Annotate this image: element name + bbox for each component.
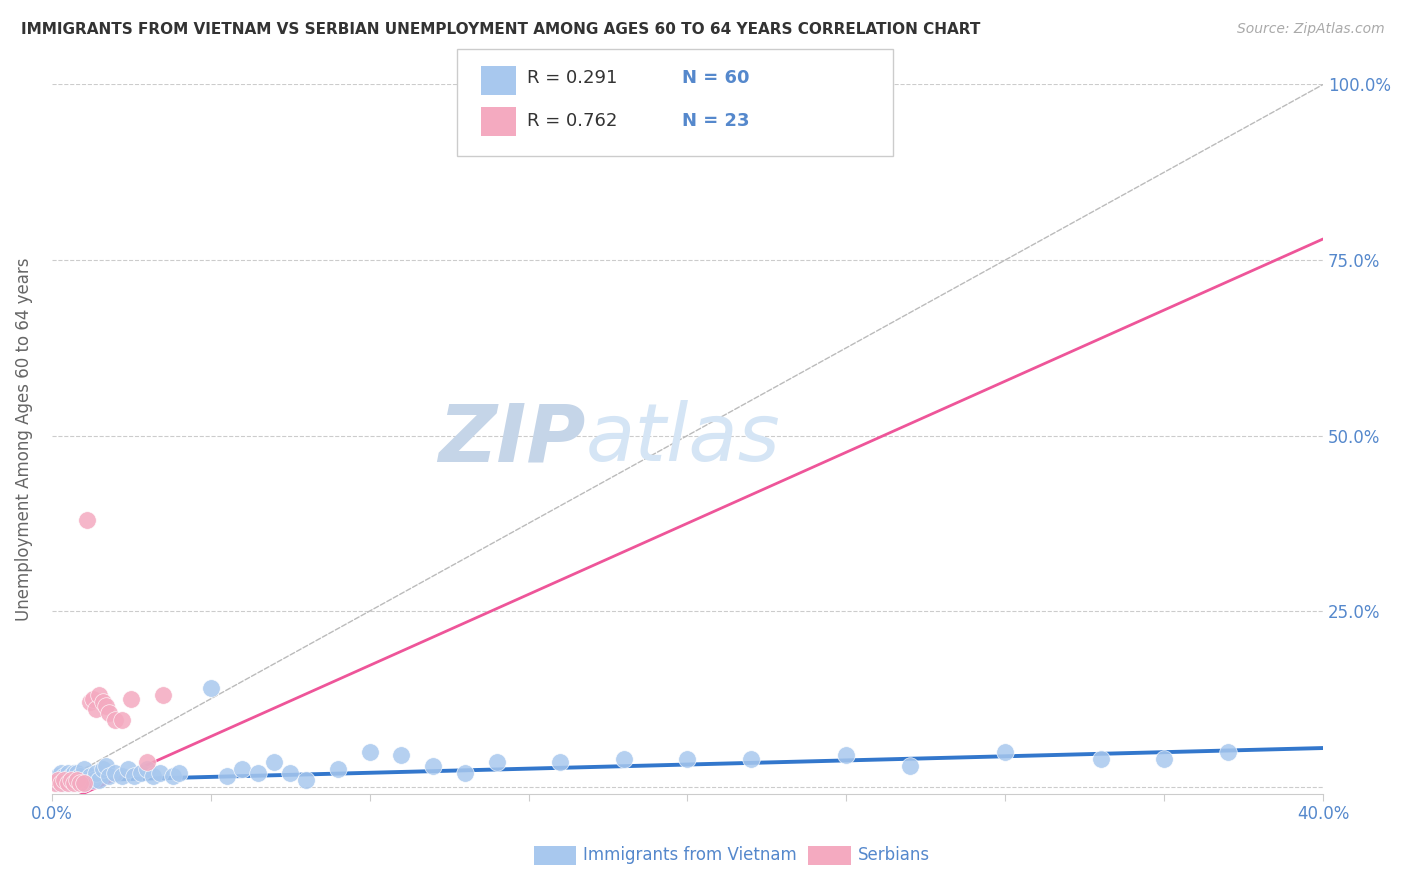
Y-axis label: Unemployment Among Ages 60 to 64 years: Unemployment Among Ages 60 to 64 years (15, 257, 32, 621)
Point (59, 772, 82, 787)
Point (215, 769, 238, 783)
Point (136, 755, 159, 769)
Point (56, 772, 79, 787)
Point (53, 772, 76, 787)
Point (53, 776, 76, 790)
Point (63, 772, 86, 787)
Point (1216, 745, 1239, 759)
Point (72, 776, 94, 790)
Point (82, 772, 104, 787)
Point (104, 765, 127, 780)
Text: Source: ZipAtlas.com: Source: ZipAtlas.com (1237, 22, 1385, 37)
Point (44, 772, 66, 787)
Point (46, 769, 69, 783)
Point (72, 776, 94, 790)
Point (91, 695, 114, 709)
Text: N = 23: N = 23 (682, 112, 749, 130)
Point (44, 776, 66, 790)
Point (97, 769, 120, 783)
Text: R = 0.762: R = 0.762 (527, 112, 617, 130)
Point (89, 772, 111, 787)
Point (676, 751, 699, 765)
Point (835, 747, 858, 762)
Text: Serbians: Serbians (858, 847, 929, 864)
Point (76, 513, 98, 527)
Point (359, 745, 381, 759)
Point (994, 745, 1017, 759)
Point (129, 765, 152, 780)
Point (76, 772, 98, 787)
Point (120, 691, 142, 706)
Text: ZIP: ZIP (439, 400, 586, 478)
Point (149, 765, 172, 780)
Point (59, 776, 82, 790)
Point (1090, 751, 1112, 765)
Point (51, 772, 73, 787)
Point (247, 765, 270, 780)
Point (278, 765, 301, 780)
Point (136, 762, 159, 776)
Point (69, 769, 91, 783)
Point (231, 762, 253, 776)
Point (69, 772, 91, 787)
Point (46, 776, 69, 790)
Point (162, 769, 184, 783)
Point (200, 681, 222, 696)
Point (1153, 751, 1175, 765)
Point (295, 772, 318, 787)
Point (117, 762, 139, 776)
Point (167, 765, 190, 780)
Point (613, 751, 636, 765)
Point (550, 755, 572, 769)
Point (82, 691, 104, 706)
Point (111, 769, 134, 783)
Point (66, 772, 89, 787)
Point (142, 769, 165, 783)
Point (63, 776, 86, 790)
Point (91, 762, 114, 776)
Point (111, 713, 134, 727)
Point (53, 769, 76, 783)
Point (97, 706, 120, 720)
Point (66, 776, 89, 790)
Text: R = 0.291: R = 0.291 (527, 70, 617, 87)
Point (56, 765, 79, 780)
Text: atlas: atlas (586, 400, 780, 478)
Point (72, 762, 94, 776)
Point (94, 758, 117, 772)
Point (84, 765, 107, 780)
Point (124, 769, 146, 783)
Point (79, 695, 101, 709)
Point (66, 765, 89, 780)
Point (740, 751, 762, 765)
Point (89, 689, 111, 703)
Text: IMMIGRANTS FROM VIETNAM VS SERBIAN UNEMPLOYMENT AMONG AGES 60 TO 64 YEARS CORREL: IMMIGRANTS FROM VIETNAM VS SERBIAN UNEMP… (21, 22, 980, 37)
Point (59, 769, 82, 783)
Point (51, 776, 73, 790)
Point (454, 765, 477, 780)
Text: Immigrants from Vietnam: Immigrants from Vietnam (583, 847, 797, 864)
Point (152, 689, 174, 703)
Point (485, 755, 508, 769)
Point (422, 758, 444, 772)
Point (104, 713, 127, 727)
Point (389, 747, 412, 762)
Point (94, 698, 117, 713)
Point (56, 776, 79, 790)
Point (69, 776, 91, 790)
Point (84, 702, 107, 716)
Point (46, 772, 69, 787)
Point (51, 765, 73, 780)
Point (898, 758, 921, 772)
Point (79, 769, 101, 783)
Point (263, 755, 285, 769)
Text: N = 60: N = 60 (682, 70, 749, 87)
Point (63, 765, 86, 780)
Point (326, 762, 349, 776)
